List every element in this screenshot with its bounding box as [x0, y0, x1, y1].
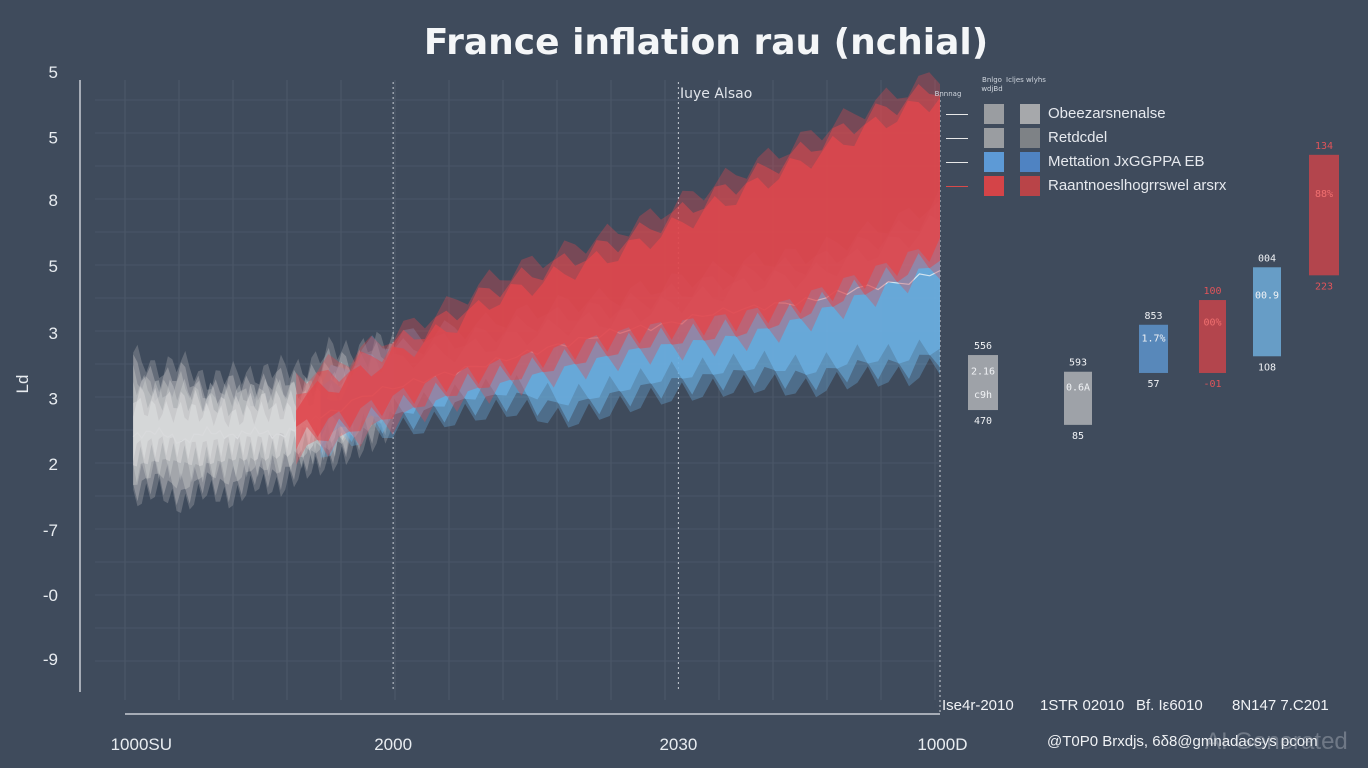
bar-top-label: 853 — [1144, 311, 1162, 322]
x-tick-label: 1000D — [917, 735, 967, 754]
series-bands — [132, 72, 941, 513]
period-label: Ise4r-2010 — [942, 697, 1014, 714]
bar-mid-label: 00% — [1203, 318, 1221, 329]
period-label: 1STR 02010 — [1040, 697, 1125, 714]
bar-mid-label: 1.7% — [1141, 334, 1165, 345]
bar-inner-label: c9h — [974, 390, 992, 401]
y-tick-label: 8 — [49, 191, 58, 210]
bar-mid-label: 2.16 — [971, 366, 995, 377]
legend-item: Mettation JxGGPPA EB — [942, 152, 1362, 172]
bar-bottom-label: 85 — [1072, 431, 1084, 442]
legend-line — [946, 162, 968, 163]
axes: 5 5 8 5 3 3 2 -7 -0 -9 Ld 1000SU 2000 2030 1000D — [13, 63, 967, 754]
legend-swatch — [984, 176, 1004, 196]
right-bars: 556 2.16 c9h 470 593 0.6A 85 853 1.7% 57 100 00% -01… — [968, 141, 1339, 442]
legend-label: Raantnoeslhogrrswel arsrx — [1048, 177, 1227, 194]
legend-header: Bnlgo wdjBd — [981, 76, 1003, 93]
bar-bottom-label: 470 — [974, 416, 992, 427]
legend-swatch — [984, 128, 1004, 148]
range-bar — [1139, 324, 1168, 373]
bar-top-label: 100 — [1203, 286, 1221, 297]
chart-title: France inflation rau (nchial) — [423, 22, 989, 63]
period-label: 8N147 7.C201 — [1232, 697, 1329, 714]
source-credit: @T0P0 Brxdjs, 6δ8@gmnadacsys pcom — [1047, 733, 1318, 750]
y-tick-label: -7 — [43, 521, 58, 540]
legend-line — [946, 186, 968, 187]
y-tick-label: 3 — [49, 389, 58, 408]
legend-item: Raantnoeslhogrrswel arsrx — [942, 176, 1362, 196]
legend-header: Bnnnag — [934, 90, 962, 98]
legend-swatch — [1020, 128, 1040, 148]
y-axis-label: Ld — [13, 375, 32, 394]
range-bar — [1199, 300, 1226, 373]
x-tick-label: 1000SU — [111, 735, 172, 754]
y-tick-label: 2 — [49, 455, 58, 474]
legend-label: Obeezarsnenalse — [1048, 105, 1166, 122]
range-bar — [968, 355, 998, 411]
bar-top-label: 004 — [1258, 253, 1276, 264]
bar-bottom-label: 1O8 — [1258, 362, 1276, 373]
x-tick-label: 2030 — [659, 735, 697, 754]
y-tick-label: -9 — [43, 650, 58, 669]
y-tick-label: 5 — [49, 257, 58, 276]
legend-item: Obeezarsnenalse — [942, 104, 1362, 124]
legend-swatch — [1020, 152, 1040, 172]
x-tick-label: 2000 — [374, 735, 412, 754]
legend-swatch — [984, 152, 1004, 172]
legend-label: Retdcdel — [1048, 129, 1108, 146]
bar-bottom-label: 223 — [1315, 281, 1333, 292]
range-bar — [1253, 267, 1281, 357]
chart-subtitle: Iuye Alsao — [680, 86, 753, 102]
y-tick-label: -0 — [43, 586, 58, 605]
bar-mid-label: 00.9 — [1255, 290, 1279, 301]
bar-mid-label: 0.6A — [1066, 382, 1090, 393]
band-4 — [296, 97, 941, 438]
legend-swatch — [1020, 104, 1040, 124]
legend-line — [946, 114, 968, 115]
bar-top-label: 556 — [974, 341, 992, 352]
legend-header: Icljes wlyhs — [1006, 76, 1046, 84]
watermark: AI Generated — [1205, 728, 1348, 755]
legend-label: Mettation JxGGPPA EB — [1048, 153, 1205, 170]
range-bar — [1064, 371, 1092, 425]
bar-top-label: 134 — [1315, 141, 1333, 152]
y-tick-label: 3 — [49, 324, 58, 343]
period-label: Bf. Iε6010 — [1136, 697, 1203, 714]
range-bar — [1309, 154, 1339, 276]
bar-top-label: 593 — [1069, 358, 1087, 369]
y-tick-label: 5 — [49, 63, 58, 82]
bar-bottom-label: 57 — [1147, 379, 1159, 390]
legend-swatch — [1020, 176, 1040, 196]
bar-mid-label: 88% — [1315, 189, 1333, 200]
legend-swatch — [984, 104, 1004, 124]
bar-bottom-label: -01 — [1203, 379, 1221, 390]
legend-line — [946, 138, 968, 139]
y-tick-label: 5 — [49, 129, 58, 148]
legend-item: Retdcdel — [942, 128, 1362, 148]
